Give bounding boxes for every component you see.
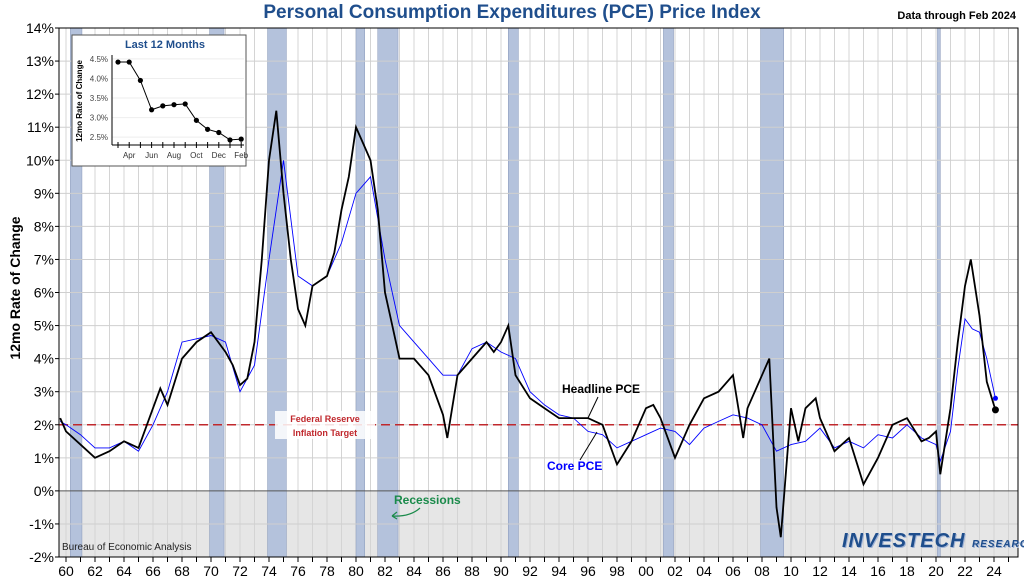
inset-y-tick-label: 3.5% xyxy=(90,94,108,103)
inset-y-tick-label: 4.0% xyxy=(90,74,108,83)
x-tick-label: 62 xyxy=(87,563,103,579)
y-tick-label: -2% xyxy=(29,549,54,565)
x-tick-label: 86 xyxy=(435,563,451,579)
y-tick-label: 3% xyxy=(34,384,54,400)
core-pce-line xyxy=(59,160,996,463)
y-tick-label: -1% xyxy=(29,516,54,532)
inset-point xyxy=(149,107,155,113)
y-tick-label: 1% xyxy=(34,450,54,466)
x-tick-label: 78 xyxy=(319,563,335,579)
headline-pce-label: Headline PCE xyxy=(562,382,640,396)
x-tick-label: 74 xyxy=(261,563,277,579)
x-tick-label: 70 xyxy=(203,563,219,579)
headline-pce-endpoint xyxy=(991,406,999,414)
x-tick-label: 80 xyxy=(348,563,364,579)
recessions-label: Recessions xyxy=(394,493,461,507)
y-tick-label: 14% xyxy=(26,20,54,36)
plot-frame xyxy=(58,27,1019,558)
y-tick-label: 10% xyxy=(26,152,54,168)
inset-x-tick-label: Dec xyxy=(212,151,226,160)
investech-logo: INVESTECH RESEARCH xyxy=(842,530,1024,552)
x-tick-label: 60 xyxy=(58,563,74,579)
inset-chart: Last 12 Months 12mo Rate of Change 2.5% 3.0… xyxy=(71,34,249,167)
inset-point xyxy=(238,136,244,142)
inset-x-tick-label: Apr xyxy=(123,151,136,160)
inset-y-tick-label: 3.0% xyxy=(90,114,108,123)
inset-x-tick-label: Aug xyxy=(167,151,181,160)
x-tick-label: 82 xyxy=(377,563,393,579)
y-tick-label: 11% xyxy=(27,119,54,135)
y-tick-label: 13% xyxy=(26,53,54,69)
x-tick-label: 14 xyxy=(841,563,857,579)
inset-point xyxy=(205,126,211,132)
inset-x-tick-label: Jun xyxy=(145,151,158,160)
x-tick-label: 04 xyxy=(696,563,712,579)
y-tick-label: 4% xyxy=(34,351,54,367)
x-tick-label: 92 xyxy=(522,563,538,579)
headline-pce-line xyxy=(59,110,997,538)
source-label: Bureau of Economic Analysis xyxy=(62,542,192,553)
y-tick-label: 6% xyxy=(34,285,54,301)
y-tick-label: 12% xyxy=(26,86,54,102)
x-tick-label: 64 xyxy=(116,563,132,579)
x-tick-label: 68 xyxy=(174,563,190,579)
inset-point xyxy=(137,77,143,84)
inset-point xyxy=(171,102,177,108)
x-tick-label: 06 xyxy=(725,563,741,579)
x-tick-label: 88 xyxy=(464,563,480,579)
x-tick-label: 84 xyxy=(406,563,422,579)
chart-title: Personal Consumption Expenditures (PCE) … xyxy=(263,2,761,23)
x-tick-label: 22 xyxy=(957,563,973,579)
inset-y-tick-label: 4.5% xyxy=(90,55,108,64)
fed-target-label-2: Inflation Target xyxy=(293,428,357,438)
inset-point xyxy=(193,117,199,123)
y-tick-label: 9% xyxy=(34,185,54,201)
x-tick-label: 08 xyxy=(754,563,770,579)
x-tick-label: 02 xyxy=(667,563,683,579)
fed-target-label-bg xyxy=(275,411,375,439)
x-tick-label: 18 xyxy=(899,563,915,579)
headline-pce-pointer xyxy=(587,396,599,419)
inset-x-tick-label: Oct xyxy=(190,151,203,160)
recessions-arrow-icon xyxy=(391,507,421,520)
x-tick-label: 12 xyxy=(812,563,828,579)
inset-point xyxy=(227,137,233,143)
x-tick-label: 16 xyxy=(870,563,886,579)
x-tick-label: 72 xyxy=(232,563,248,579)
inset-y-axis-label: 12mo Rate of Change xyxy=(75,60,84,142)
y-tick-label: 5% xyxy=(34,318,54,334)
y-tick-label: 7% xyxy=(34,251,54,267)
inset-point xyxy=(126,59,132,65)
x-tick-label: 10 xyxy=(783,563,799,579)
x-tick-label: 76 xyxy=(290,563,306,579)
y-tick-label: 2% xyxy=(34,417,54,433)
y-tick-label: 0% xyxy=(34,483,54,499)
y-tick-label: 8% xyxy=(34,218,54,234)
x-tick-label: 20 xyxy=(928,563,944,579)
inset-frame xyxy=(71,34,247,167)
inset-point xyxy=(115,59,121,65)
fed-target-label-1: Federal Reserve xyxy=(290,414,360,424)
x-tick-label: 94 xyxy=(551,563,567,579)
inset-point xyxy=(216,129,222,136)
data-through-label: Data through Feb 2024 xyxy=(897,10,1016,22)
inset-x-tick-label: Feb xyxy=(234,151,248,160)
x-tick-label: 96 xyxy=(580,563,596,579)
inset-point xyxy=(182,101,188,107)
x-tick-label: 24 xyxy=(986,563,1002,579)
x-tick-label: 98 xyxy=(609,563,625,579)
core-pce-label: Core PCE xyxy=(547,459,602,473)
x-tick-label: 90 xyxy=(493,563,509,579)
x-tick-label: 66 xyxy=(145,563,161,579)
x-tick-label: 00 xyxy=(638,563,654,579)
inset-y-tick-label: 2.5% xyxy=(90,133,108,142)
inset-point xyxy=(160,103,166,109)
core-pce-endpoint xyxy=(992,395,998,401)
core-pce-pointer xyxy=(579,431,598,461)
inset-title: Last 12 Months xyxy=(125,39,205,51)
